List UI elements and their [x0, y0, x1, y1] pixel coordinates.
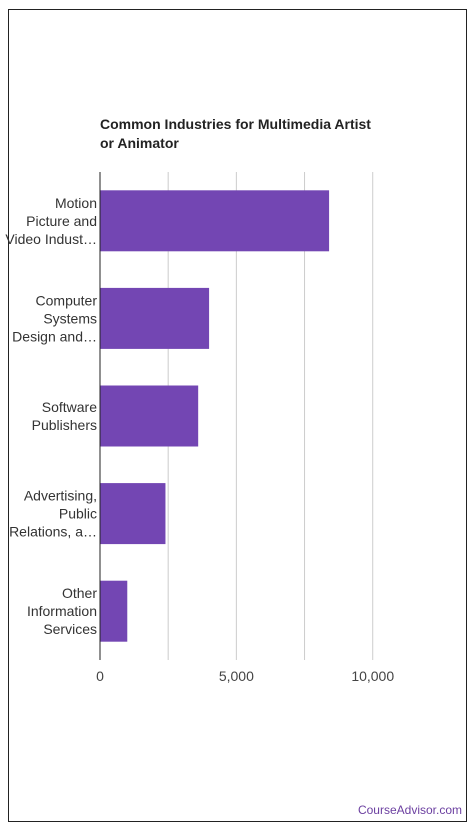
category-label: Computer	[36, 292, 98, 308]
x-tick-label: 5,000	[219, 668, 254, 684]
chart-frame	[8, 9, 467, 822]
category-label: Video Indust…	[5, 231, 97, 247]
bar	[100, 287, 210, 349]
category-label: Services	[43, 621, 97, 637]
category-label: Publishers	[32, 417, 97, 433]
bar	[100, 190, 330, 252]
category-label: Public	[59, 506, 97, 522]
bar	[100, 385, 199, 447]
category-label: Systems	[43, 310, 97, 326]
brand-link[interactable]: CourseAdvisor.com	[357, 803, 462, 817]
x-tick-label: 0	[96, 668, 104, 684]
category-label: Relations, a…	[9, 524, 97, 540]
category-label: Motion	[55, 195, 97, 211]
category-label: Information	[27, 603, 97, 619]
x-tick-label: 10,000	[351, 668, 394, 684]
category-label: Other	[62, 585, 97, 601]
category-label: Software	[42, 399, 97, 415]
bar	[100, 483, 166, 545]
category-label: Advertising,	[24, 488, 97, 504]
chart-title: Common Industries for Multimedia Artist …	[100, 116, 371, 151]
bar	[100, 580, 128, 642]
category-label: Picture and	[26, 213, 97, 229]
category-label: Design and…	[12, 328, 97, 344]
